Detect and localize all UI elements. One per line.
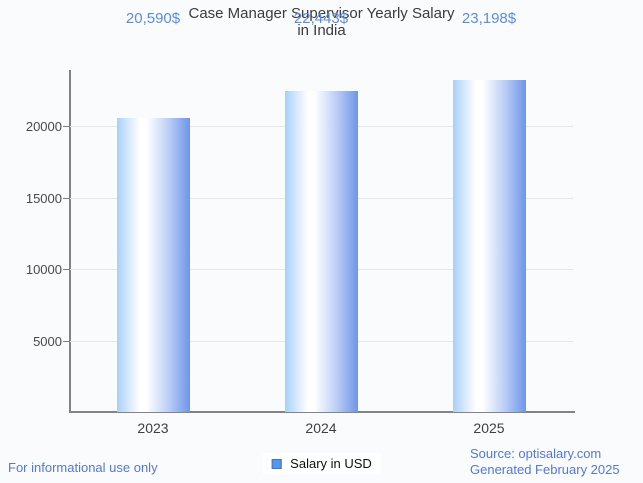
value-label-2025: 23,198$ — [461, 10, 517, 27]
x-axis-label-2024: 2024 — [305, 420, 337, 436]
y-tick-10000 — [63, 269, 70, 271]
legend[interactable]: Salary in USD — [262, 453, 381, 474]
bar-2025[interactable] — [452, 80, 526, 412]
y-tick-5000 — [63, 340, 70, 342]
value-label-2024: 22,443$ — [293, 10, 349, 27]
y-tick-label-20000: 20000 — [25, 119, 62, 135]
plot-area: 5000 10000 15000 20000 20,590$ 2023 22,443$ 202… — [26, 10, 575, 436]
x-axis-line — [69, 411, 575, 413]
chart-title-line1: Case Manager Supervisor Yearly Salary — [188, 5, 455, 22]
source-block: Source: optisalary.com Generated Februar… — [470, 446, 620, 477]
y-tick-label-10000: 10000 — [25, 262, 62, 278]
chart-title-line2: in India — [297, 22, 346, 39]
bar-2024[interactable] — [284, 91, 358, 412]
y-tick-20000 — [63, 126, 70, 128]
x-axis-label-2023: 2023 — [137, 420, 169, 436]
x-axis-label-2025: 2025 — [473, 420, 505, 436]
legend-label: Salary in USD — [290, 456, 372, 471]
bar-2023[interactable] — [116, 117, 190, 412]
source-text: Source: optisalary.com — [470, 446, 602, 461]
y-tick-15000 — [63, 197, 70, 199]
disclaimer-text: For informational use only — [8, 460, 158, 475]
y-tick-label-15000: 15000 — [25, 190, 62, 206]
chart-title: Case Manager Supervisor Yearly Salary in… — [0, 5, 643, 39]
legend-swatch-icon — [271, 458, 282, 469]
generated-text: Generated February 2025 — [470, 461, 620, 477]
y-tick-label-5000: 5000 — [33, 333, 62, 349]
y-axis-line — [69, 70, 71, 413]
value-label-2023: 20,590$ — [125, 10, 181, 27]
